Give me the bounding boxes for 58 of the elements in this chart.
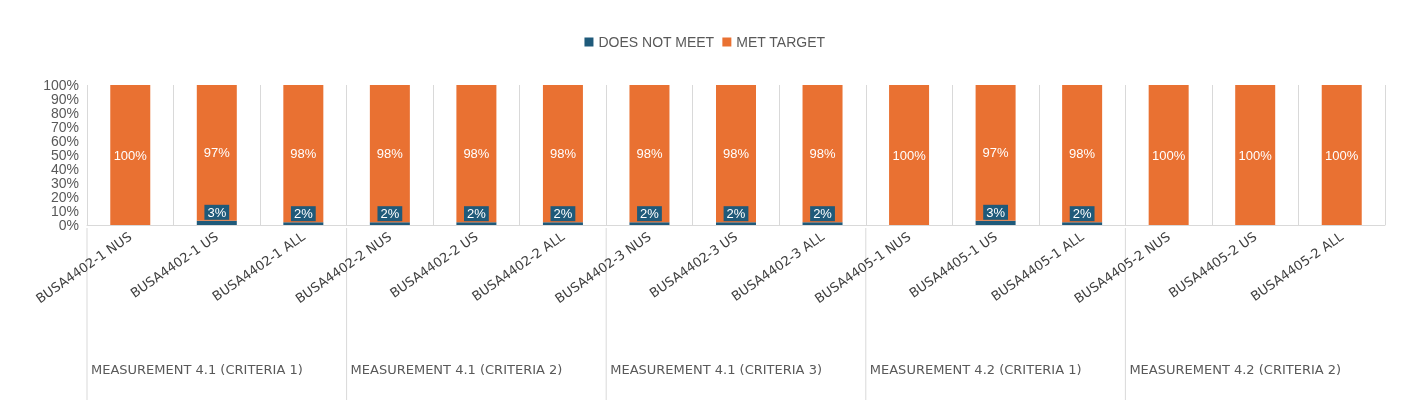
bar [456,85,497,223]
y-tick-label: 0% [58,217,79,233]
data-label: 100% [1152,147,1186,163]
bar [716,85,756,223]
data-label: 100% [1238,147,1273,163]
data-label: 98% [809,146,836,162]
legend-label: DOES NOT MEET [598,34,715,50]
y-tick-label: 60% [50,133,79,149]
data-label: 98% [636,146,663,162]
bar [1321,85,1362,225]
y-tick-label: 90% [50,91,79,107]
data-label: 98% [549,146,577,162]
data-label: 97% [982,145,1010,161]
data-label: 3% [207,204,227,220]
data-label: 97% [203,145,231,161]
y-tick-label: 50% [50,147,79,163]
data-label: 2% [293,206,314,222]
bar [975,85,1016,221]
y-tick-label: 80% [50,105,79,121]
text: MEASUREMENT 4.1 (CRITERIA 3) [610,361,822,377]
data-label: 2% [553,206,573,222]
bar [369,85,410,223]
data-label: 2% [380,206,400,222]
y-tick-label: 70% [50,119,79,135]
data-label: 98% [463,146,490,162]
data-label: 2% [640,206,660,222]
text: MEASUREMENT 4.1 (CRITERIA 1) [91,361,303,377]
data-label: 2% [813,206,833,222]
data-label: 100% [113,147,148,163]
bar [196,85,237,221]
bar [629,85,670,223]
bar [110,85,151,225]
legend-label: MET TARGET [736,34,826,50]
data-label: 2% [467,206,487,222]
y-tick-label: 10% [50,203,79,219]
text: MEASUREMENT 4.1 (CRITERIA 2) [350,361,563,377]
data-label: 100% [1325,147,1359,163]
text: MEASUREMENT 4.2 (CRITERIA 1) [869,361,1082,377]
y-tick-label: 20% [50,189,79,205]
text: MEASUREMENT 4.2 (CRITERIA 2) [1129,361,1342,377]
data-label: 2% [1072,206,1092,222]
y-tick-label: 100% [43,77,79,93]
bar [1235,85,1276,225]
bar [283,85,324,223]
data-label: 2% [726,206,746,222]
bar [1062,85,1103,223]
data-label: 98% [290,146,317,162]
bar [1148,85,1189,225]
bar [889,85,930,225]
data-label: 98% [722,146,750,162]
data-label: 3% [986,204,1006,220]
y-tick-label: 30% [50,175,79,191]
data-label: 100% [892,147,927,163]
data-label: 98% [1069,146,1096,162]
data-label: 98% [376,146,404,162]
y-tick-label: 40% [50,161,79,177]
bar [802,85,843,223]
bar [542,85,583,223]
